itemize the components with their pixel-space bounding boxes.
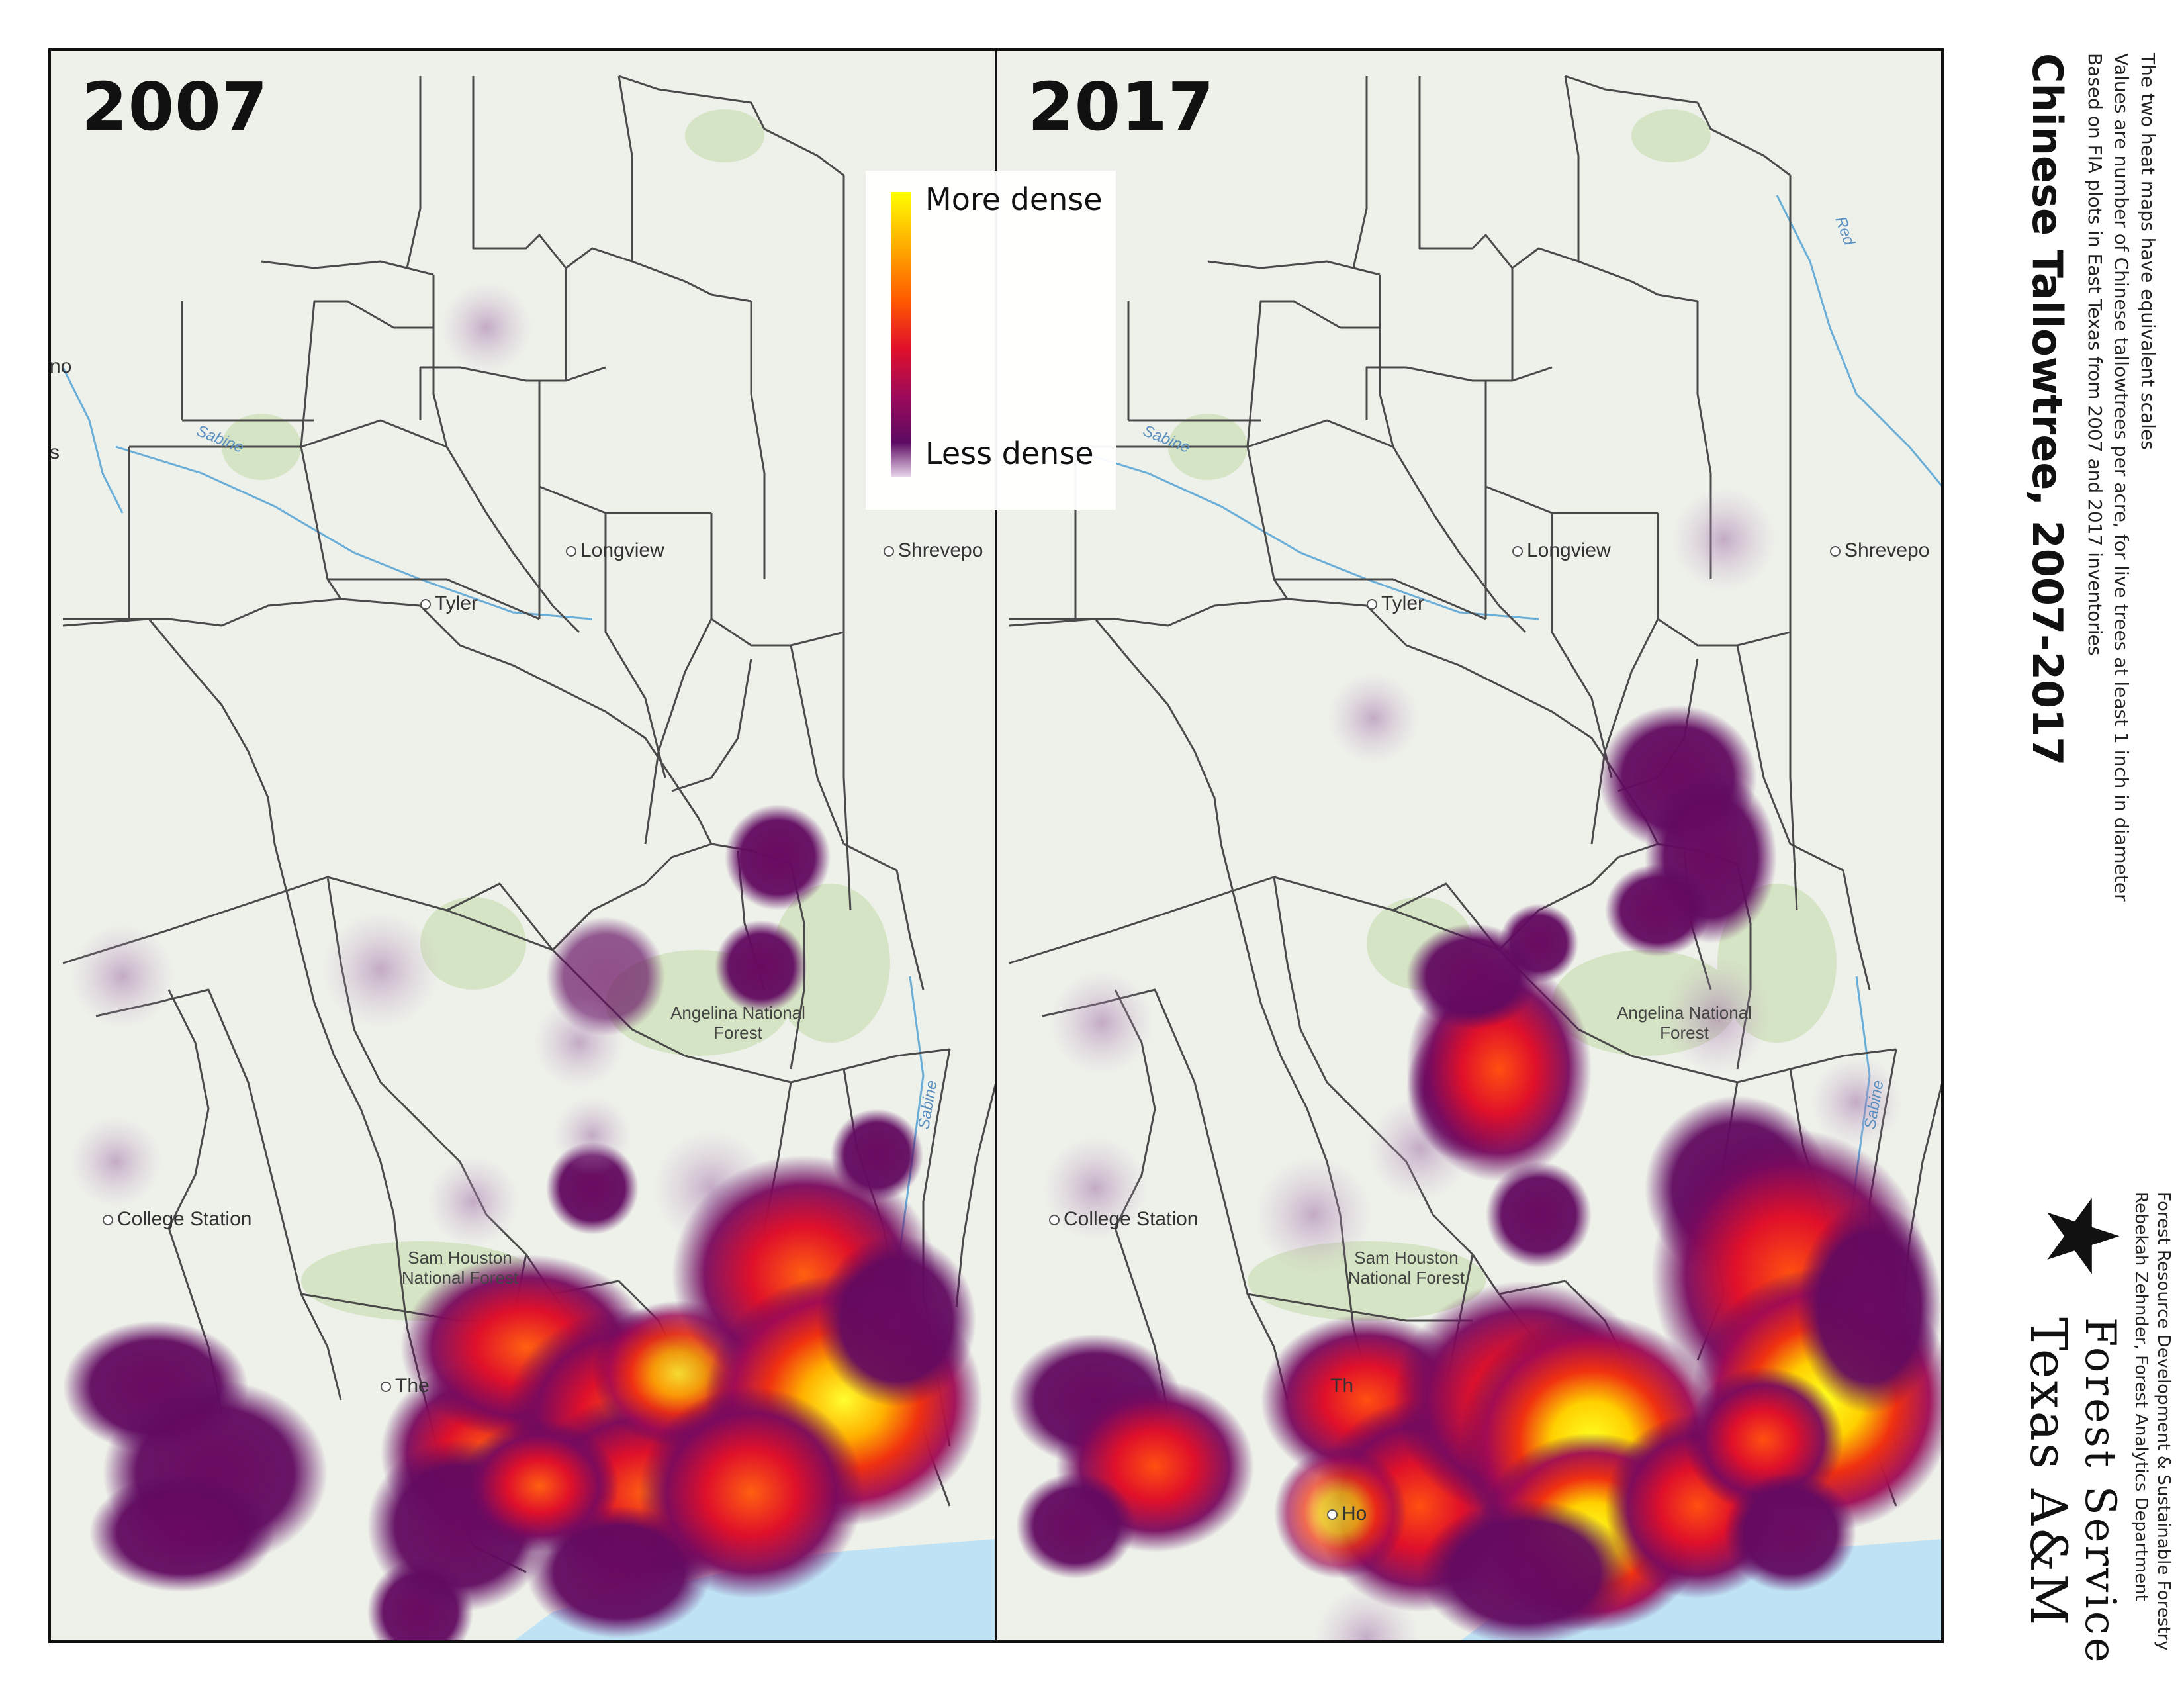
city-marker-icon xyxy=(566,546,576,557)
star-logo-icon: ★ xyxy=(2024,1192,2139,1281)
basemap-2017 xyxy=(1009,75,1942,1642)
city-label-college-station: College Station xyxy=(1049,1208,1198,1231)
map-title: Chinese Tallowtree, 2007-2017 xyxy=(2023,53,2071,766)
legend-low-label: Less dense xyxy=(925,436,1094,471)
forest-label-sam-houston: Sam Houston National Forest xyxy=(1347,1248,1465,1288)
city-marker-icon xyxy=(884,546,894,557)
forest-label-angelina: Angelina National Forest xyxy=(670,1003,805,1043)
city-marker-icon xyxy=(420,599,431,610)
city-label-the-woodlands: Th xyxy=(1330,1375,1354,1397)
color-ramp xyxy=(891,192,911,477)
city-label-shreveport: Shrevepo xyxy=(1830,539,1929,562)
city-label-tyler: Tyler xyxy=(420,592,478,615)
city-marker-icon xyxy=(103,1215,113,1226)
subtitle-line-2: Values are number of Chinese tallowtrees… xyxy=(2111,53,2132,902)
forest-label-angelina: Angelina National Forest xyxy=(1617,1003,1752,1043)
subtitle-line-1: Based on FIA plots in East Texas from 20… xyxy=(2084,53,2106,656)
org-name-line1: Texas A&M xyxy=(2019,1317,2078,1628)
city-marker-icon xyxy=(1367,599,1377,610)
city-label-the-woodlands: The xyxy=(381,1375,430,1397)
city-marker-icon xyxy=(381,1382,391,1393)
map-panel-2017: 2017 Longview Tyler College Station Th S… xyxy=(996,50,1942,1642)
city-label-partial-west: no xyxy=(50,355,72,377)
city-label-longview: Longview xyxy=(566,539,664,562)
author-credit: Rebekah Zehnder, Forest Analytics Depart… xyxy=(2131,1192,2151,1601)
department-credit: Forest Resource Development & Sustainabl… xyxy=(2154,1192,2173,1651)
subtitle-line-3: The two heat maps have equivalent scales xyxy=(2137,53,2159,450)
city-label-college-station: College Station xyxy=(103,1208,251,1231)
city-marker-icon xyxy=(1049,1215,1060,1226)
density-legend: More dense Less dense xyxy=(866,171,1116,510)
panel-year-label: 2017 xyxy=(1028,68,1215,146)
city-label-houston: Ho xyxy=(1327,1503,1367,1525)
title-block: Chinese Tallowtree, 2007-2017 Based on F… xyxy=(2023,53,2184,1178)
city-marker-icon xyxy=(1512,546,1523,557)
city-marker-icon xyxy=(1327,1509,1338,1521)
city-label-tyler: Tyler xyxy=(1367,592,1424,615)
city-label-longview: Longview xyxy=(1512,539,1611,562)
org-name-line2: Forest Service xyxy=(2075,1317,2124,1665)
heatmap-2007 xyxy=(63,281,983,1642)
forest-label-sam-houston: Sam Houston National Forest xyxy=(401,1248,519,1288)
city-marker-icon xyxy=(1830,546,1841,557)
map-divider xyxy=(995,48,997,1643)
panel-year-label: 2007 xyxy=(81,68,269,146)
city-label-partial-west-2: s xyxy=(50,442,60,463)
legend-high-label: More dense xyxy=(925,181,1103,217)
heatmap-2017 xyxy=(1009,487,1942,1642)
city-label-shreveport: Shrevepo xyxy=(884,539,983,562)
basemap-2007 xyxy=(62,75,996,1642)
credit-block: ★ Texas A&M Forest Service Rebekah Zehnd… xyxy=(1999,1192,2173,1668)
map-panel-2007: 2007 Longview Tyler College Station The … xyxy=(50,50,996,1642)
